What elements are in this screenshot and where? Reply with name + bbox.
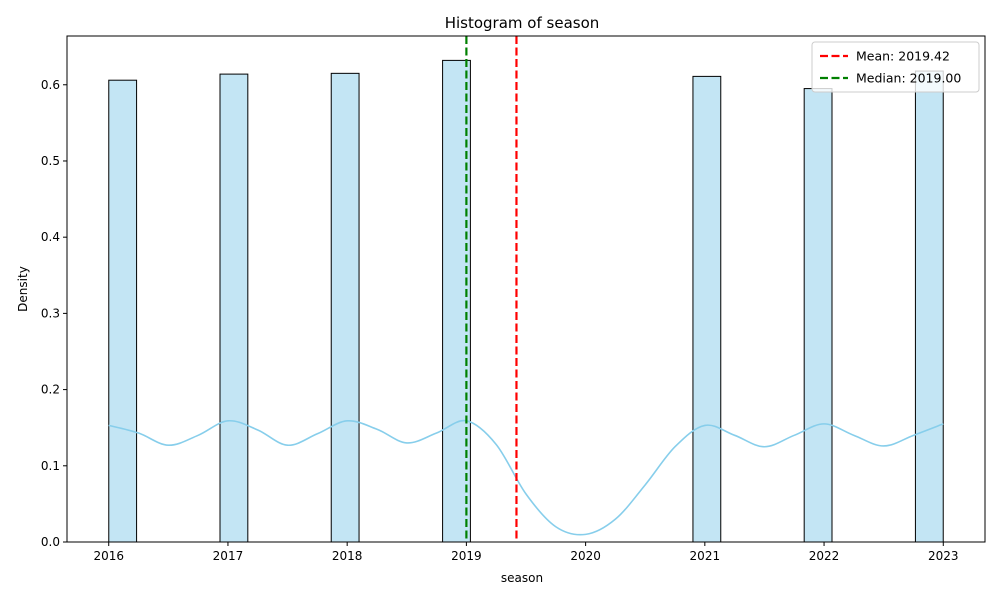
y-tick-label: 0.6 bbox=[41, 78, 60, 92]
y-tick-label: 0.1 bbox=[41, 459, 60, 473]
x-axis-ticks: 2016 2017 2018 2019 2020 2021 2022 2023 bbox=[93, 542, 959, 563]
histogram-bar-1 bbox=[219, 73, 249, 543]
histogram-bar-2 bbox=[330, 72, 360, 543]
y-tick-label: 0.0 bbox=[41, 535, 60, 549]
y-tick-label: 0.5 bbox=[41, 154, 60, 168]
y-tick-label: 0.3 bbox=[41, 306, 60, 320]
y-axis-ticks: 0.0 0.1 0.2 0.3 0.4 0.5 0.6 bbox=[41, 78, 67, 549]
legend-label: Median: 2019.00 bbox=[856, 71, 961, 86]
x-tick-label: 2023 bbox=[928, 549, 959, 563]
histogram-bar-4 bbox=[692, 75, 722, 543]
kde-group bbox=[108, 419, 944, 536]
legend-box bbox=[811, 41, 980, 93]
legend-label: Mean: 2019.42 bbox=[856, 49, 950, 64]
y-tick-label: 0.4 bbox=[41, 230, 60, 244]
x-tick-label: 2018 bbox=[332, 549, 363, 563]
histogram-bar-6 bbox=[914, 70, 944, 543]
x-tick-label: 2022 bbox=[809, 549, 840, 563]
reference-lines-group bbox=[465, 36, 518, 542]
x-tick-label: 2019 bbox=[451, 549, 482, 563]
x-tick-label: 2016 bbox=[93, 549, 124, 563]
x-tick-label: 2020 bbox=[570, 549, 601, 563]
histogram-bar-0 bbox=[108, 79, 138, 543]
y-tick-label: 0.2 bbox=[41, 383, 60, 397]
chart-title: Histogram of season bbox=[445, 14, 600, 32]
plot-frame bbox=[66, 35, 986, 543]
kde-curve bbox=[108, 419, 944, 536]
legend: Mean: 2019.42 Median: 2019.00 bbox=[811, 41, 980, 93]
x-tick-label: 2021 bbox=[690, 549, 721, 563]
x-axis-label: season bbox=[501, 571, 543, 585]
y-axis-label: Density bbox=[16, 266, 30, 312]
histogram-bar-5 bbox=[803, 88, 833, 543]
bars-group bbox=[108, 59, 944, 543]
x-tick-label: 2017 bbox=[213, 549, 244, 563]
